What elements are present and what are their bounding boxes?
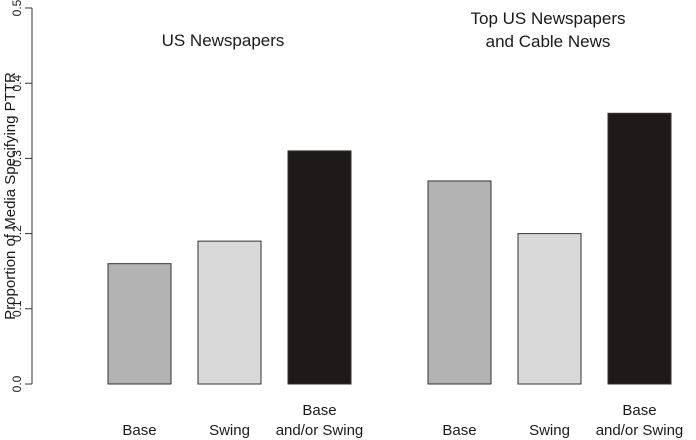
x-tick-label: Base [622, 402, 656, 419]
bar [517, 233, 582, 385]
x-tick-label: and/or Swing [596, 422, 684, 439]
x-tick-label: and/or Swing [276, 422, 364, 439]
bar [287, 150, 352, 385]
bar [197, 240, 262, 385]
x-tick-label: Swing [209, 422, 250, 439]
y-tick-label: 0.5 [10, 0, 24, 16]
panel-title: Top US Newspapers [471, 9, 626, 28]
bar [427, 180, 492, 385]
panel-title: and Cable News [486, 32, 611, 51]
y-tick-label: 0.2 [10, 225, 24, 242]
x-tick-label: Base [122, 422, 156, 439]
panel-title: US Newspapers [162, 31, 285, 50]
x-tick-label: Base [302, 402, 336, 419]
y-tick-label: 0.1 [10, 300, 24, 317]
bar [107, 263, 172, 385]
panel-titles: US Newspapers Top US Newspapers and Cable … [162, 9, 626, 51]
y-axis-label: Proportion of Media Specifying PTTR [2, 72, 19, 320]
x-tick-labels: Base Swing Base and/or Swing Base Swing Base an… [122, 402, 683, 439]
x-tick-label: Base [442, 422, 476, 439]
y-tick-label: 0.0 [10, 375, 24, 392]
bars [107, 112, 672, 385]
y-tick-label: 0.4 [10, 75, 24, 92]
y-axis: 0.0 0.1 0.2 0.3 0.4 0.5 [10, 0, 33, 392]
y-tick-label: 0.3 [10, 150, 24, 167]
bar [607, 112, 672, 385]
x-tick-label: Swing [529, 422, 570, 439]
